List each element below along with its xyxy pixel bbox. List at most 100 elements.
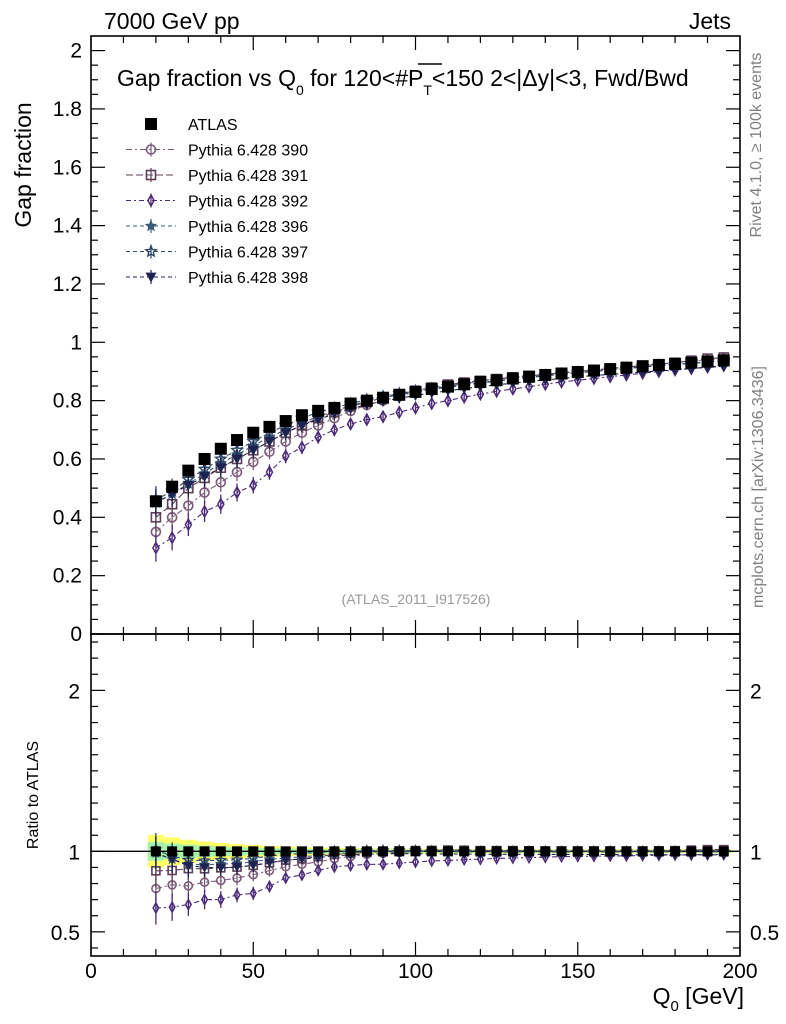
data-point-square-filled [215,846,226,857]
data-point-square-filled [491,846,502,857]
data-point-diamond-open [525,379,533,394]
data-point-triangle-down-filled [232,863,243,873]
marker-square [426,846,437,857]
x-tick-label: 0 [85,960,97,983]
marker-diamond [476,387,485,402]
marker-square [329,846,340,857]
data-point-diamond-open [168,900,176,914]
marker-star [144,219,158,232]
marker-square [556,846,567,857]
data-point-square-filled [718,846,729,857]
data-point-square-filled [701,355,714,368]
data-layer [148,352,731,925]
marker-triangle [199,472,211,482]
data-point-square-filled [377,391,390,404]
data-point-square-filled [360,394,373,407]
data-point-square-filled [555,367,568,380]
x-tick-label: 100 [398,960,433,983]
marker-square [167,846,178,857]
data-point-square-filled [556,846,567,857]
legend-entry: Pythia 6.428 390 [126,142,308,160]
marker-square [442,846,453,857]
marker-diamond [184,517,193,532]
data-point-circle-open [145,144,157,155]
data-point-triangle-down-filled [231,454,243,465]
data-point-triangle-down-filled [264,858,275,868]
title-part-2: for 120<# [304,65,408,91]
series-atlas [149,354,730,857]
data-point-circle-open [183,500,194,511]
data-point-square-filled [605,846,616,857]
data-point-square-filled [523,370,536,383]
data-point-diamond-open [233,485,241,500]
marker-square [409,385,422,398]
data-point-diamond-open [168,530,177,545]
marker-diamond [217,892,225,907]
marker-square [377,391,390,404]
marker-square [459,846,470,857]
data-point-square-filled [426,846,437,857]
series-line-main [155,360,724,501]
marker-diamond [525,379,533,394]
legend-label: ATLAS [188,117,238,134]
marker-square [182,464,195,477]
data-point-square-filled [604,363,617,376]
data-point-square-filled [670,846,681,857]
marker-square [296,846,307,857]
x-tick-label: 150 [560,960,595,983]
marker-triangle [263,437,275,447]
marker-diamond [314,430,323,445]
marker-triangle [183,861,194,871]
marker-square [475,846,486,857]
marker-diamond [330,860,338,874]
y-tick-label-main: 1 [70,331,82,354]
data-point-square-filled [506,372,519,385]
data-point-square-filled [329,846,340,857]
marker-triangle [199,863,210,873]
data-point-diamond-open [411,400,420,415]
data-point-square-filled [263,420,276,433]
marker-square [718,846,729,857]
data-point-triangle-down-filled [296,421,308,431]
data-point-square-filled [409,385,422,398]
x-tick-label: 50 [242,960,265,983]
marker-diamond [147,193,155,208]
data-point-square-filled [685,356,698,369]
legend-entry: Pythia 6.428 397 [126,244,308,262]
data-point-circle-open [215,477,227,488]
marker-diamond [152,901,160,915]
data-point-diamond-open [249,886,257,900]
data-point-diamond-open [428,854,436,868]
marker-diamond [427,396,436,411]
marker-triangle [247,445,259,456]
legend-label: Pythia 6.428 391 [188,168,308,185]
data-point-triangle-down-filled [215,463,227,474]
data-point-square-filled [149,495,162,508]
marker-triangle [296,854,307,864]
data-point-diamond-open [249,478,258,493]
marker-triangle [231,454,243,465]
data-point-square-filled [620,361,633,374]
rivet-version-label: Rivet 4.1.0, ≥ 100k events [748,53,765,238]
marker-circle [183,881,194,891]
y-tick-label-ratio-left: 1 [68,841,80,864]
marker-square [150,846,161,857]
marker-square [571,366,584,379]
marker-square [215,846,226,857]
y-tick-label-ratio-right: 1 [750,841,762,864]
y-tick-label-main: 1.8 [53,98,82,121]
data-point-square-filled [524,846,535,857]
header-process-label: Jets [689,8,731,34]
data-point-diamond-open [379,857,387,871]
legend: ATLAS Pythia 6.428 390 Pythia 6.428 391 Pyt… [126,117,308,287]
data-point-square-filled [588,846,599,857]
marker-square [199,846,210,857]
data-point-triangle-down-filled [199,863,210,873]
legend-entry: Pythia 6.428 392 [126,193,308,211]
data-point-square-filled [572,846,583,857]
header-energy-label: 7000 GeV pp [104,8,240,34]
data-point-triangle-down-filled [280,428,292,439]
title-sub-1: 0 [296,82,304,98]
data-point-diamond-open [362,412,371,427]
